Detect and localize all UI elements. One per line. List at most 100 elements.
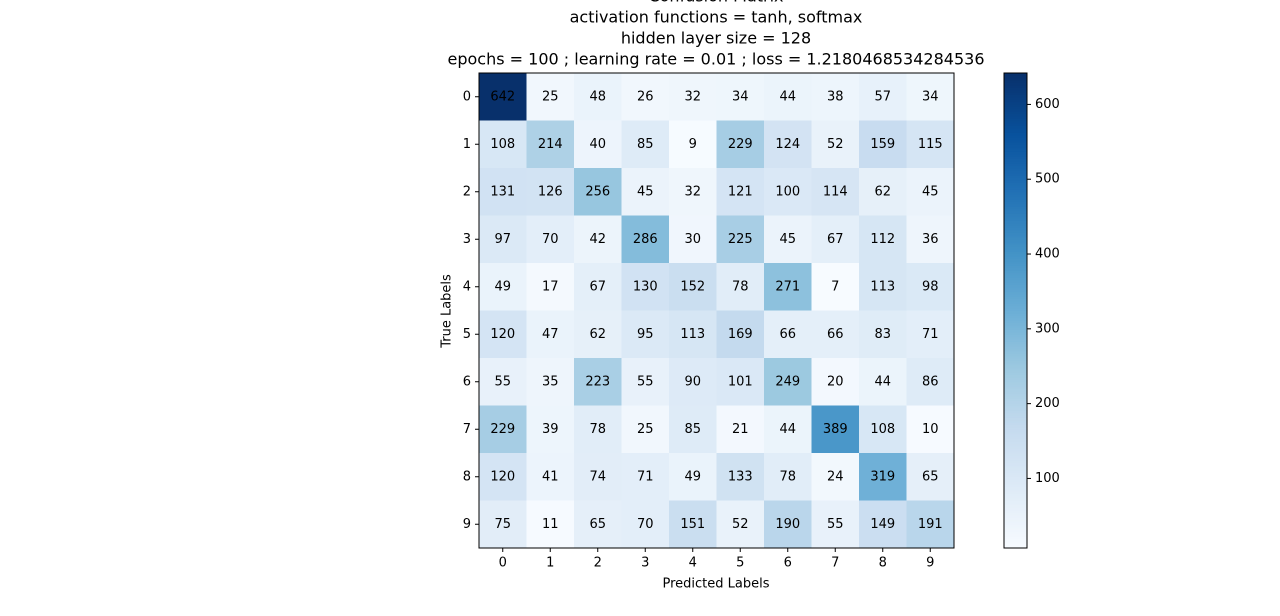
heatmap-cell: [526, 120, 575, 169]
cell-label: 223: [585, 374, 610, 389]
heatmap-cell: [526, 358, 575, 406]
colorbar-segment: [1004, 277, 1027, 281]
colorbar-segment: [1004, 293, 1027, 297]
cell-label: 11: [542, 517, 559, 532]
heatmap-cell: [669, 405, 717, 454]
x-axis-label: Predicted Labels: [662, 577, 769, 592]
colorbar-segment: [1004, 153, 1027, 157]
heatmap-cell: [621, 500, 670, 549]
cell-label: 85: [684, 422, 701, 437]
colorbar-segment: [1004, 526, 1027, 530]
cell-label: 44: [779, 422, 796, 437]
colorbar-segment: [1004, 524, 1027, 528]
colorbar-segment: [1004, 298, 1027, 302]
heatmap-cell: [526, 405, 575, 454]
heatmap-cell: [716, 73, 765, 121]
colorbar-segment: [1004, 457, 1027, 461]
heatmap-cell: [764, 358, 812, 406]
colorbar-segment: [1004, 270, 1027, 274]
colorbar-segment: [1004, 507, 1027, 511]
cell-label: 389: [823, 422, 848, 437]
colorbar-segment: [1004, 122, 1027, 126]
heatmap-cell: [716, 453, 765, 501]
colorbar-segment: [1004, 495, 1027, 499]
heatmap-cell: [669, 168, 717, 216]
heatmap-cell: [479, 263, 527, 311]
cell-label: 71: [637, 469, 654, 484]
heatmap-cell: [669, 500, 717, 549]
colorbar-segment: [1004, 179, 1027, 183]
heatmap-cell: [479, 453, 527, 501]
heatmap-cell: [669, 453, 717, 501]
plot-frame: [478, 72, 955, 549]
colorbar-segment: [1004, 170, 1027, 174]
colorbar-segment: [1004, 467, 1027, 471]
cell-label: 149: [870, 517, 895, 532]
colorbar-segment: [1004, 196, 1027, 200]
colorbar-segment: [1004, 101, 1027, 105]
heatmap-cell: [621, 73, 670, 121]
colorbar-segment: [1004, 253, 1027, 257]
heatmap-cell: [621, 120, 670, 169]
colorbar-segment: [1004, 315, 1027, 319]
cell-label: 34: [922, 89, 939, 104]
heatmap-cell: [574, 453, 622, 501]
colorbar-segment: [1004, 464, 1027, 468]
colorbar-segment: [1004, 289, 1027, 293]
cell-label: 65: [589, 517, 606, 532]
x-tick-label: 3: [641, 556, 649, 571]
cell-label: 55: [637, 374, 654, 389]
heatmap-cell: [811, 310, 860, 359]
colorbar-segment: [1004, 208, 1027, 212]
colorbar-segment: [1004, 222, 1027, 226]
colorbar-segment: [1004, 486, 1027, 490]
colorbar-segment: [1004, 479, 1027, 483]
colorbar-segment: [1004, 400, 1027, 404]
colorbar-segment: [1004, 251, 1027, 255]
heatmap-cell: [669, 73, 717, 121]
cell-label: 30: [684, 232, 701, 247]
heatmap-cell: [811, 168, 860, 216]
colorbar-segment: [1004, 286, 1027, 290]
colorbar-segment: [1004, 469, 1027, 473]
colorbar-segment: [1004, 350, 1027, 354]
cell-label: 120: [490, 469, 515, 484]
colorbar-segment: [1004, 372, 1027, 376]
heatmap-cell: [906, 405, 955, 454]
cell-label: 124: [775, 137, 800, 152]
colorbar-segment: [1004, 336, 1027, 340]
cell-label: 225: [728, 232, 753, 247]
cell-label: 133: [728, 469, 753, 484]
colorbar-segment: [1004, 339, 1027, 342]
heatmap-cell: [526, 215, 575, 264]
y-tick-label: 8: [463, 469, 471, 484]
heatmap-cell: [716, 358, 765, 406]
colorbar-segment: [1004, 141, 1027, 145]
heatmap-cell: [906, 358, 955, 406]
colorbar-segment: [1004, 168, 1027, 171]
colorbar-segment: [1004, 502, 1027, 506]
colorbar-segment: [1004, 403, 1027, 407]
colorbar-segment: [1004, 303, 1027, 307]
colorbar-segment: [1004, 334, 1027, 338]
heatmap-cell: [859, 263, 907, 311]
colorbar-segment: [1004, 476, 1027, 480]
colorbar-tick-label: 400: [1035, 247, 1060, 262]
cell-label: 55: [827, 517, 844, 532]
cell-label: 120: [490, 327, 515, 342]
colorbar-segment: [1004, 99, 1027, 103]
colorbar-segment: [1004, 274, 1027, 278]
cell-label: 101: [728, 374, 753, 389]
heatmap-cell: [906, 168, 955, 216]
x-tick-label: 9: [926, 556, 934, 571]
colorbar-segment: [1004, 111, 1027, 114]
colorbar-segment: [1004, 519, 1027, 523]
colorbar-segment: [1004, 493, 1027, 497]
heatmap-cell: [716, 263, 765, 311]
heatmap-cell: [479, 120, 527, 169]
cell-label: 169: [728, 327, 753, 342]
heatmap-cell: [479, 215, 527, 264]
cell-label: 35: [542, 374, 559, 389]
cell-label: 66: [779, 327, 796, 342]
colorbar-segment: [1004, 381, 1027, 385]
